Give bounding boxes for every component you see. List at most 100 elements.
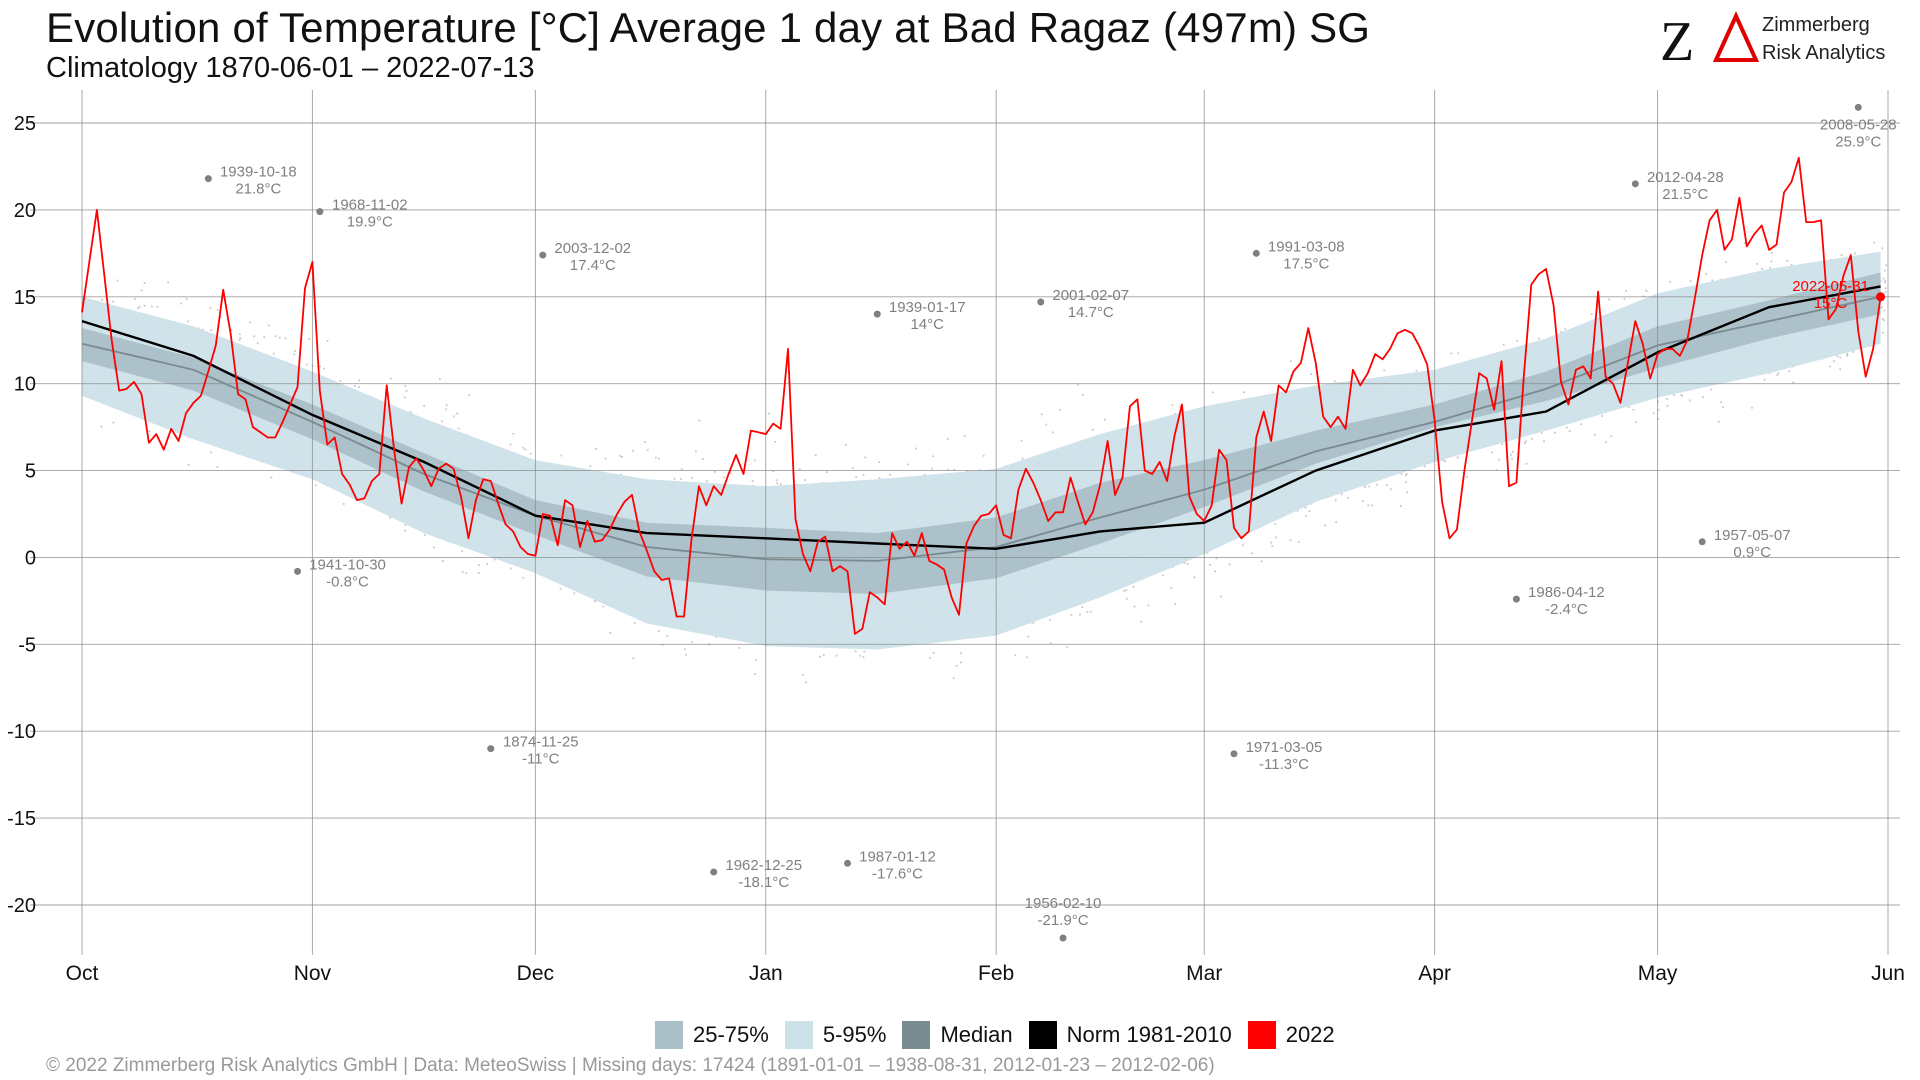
observation-dot [112, 300, 114, 303]
observation-dot [216, 466, 219, 468]
observation-dot [1271, 545, 1274, 547]
observation-dot [1744, 242, 1746, 244]
record-date-label: 2008-05-28 [1820, 116, 1897, 133]
observation-dot [284, 337, 287, 340]
observation-dot [456, 412, 459, 415]
record-point [204, 175, 212, 183]
observation-dot [929, 657, 932, 659]
observation-dot [690, 476, 693, 479]
observation-dot [477, 572, 480, 574]
record-value-label: 14.7°C [1068, 304, 1114, 321]
observation-dot [661, 643, 664, 646]
observation-dot [864, 456, 867, 459]
observation-dot [1786, 260, 1789, 262]
observation-dot [1193, 576, 1196, 579]
observation-dot [1689, 280, 1692, 283]
observation-dot [619, 473, 622, 476]
observation-dot [1840, 254, 1843, 256]
record-date-label: 1956-02-10 [1025, 895, 1102, 912]
observation-dot [1543, 440, 1545, 443]
observation-dot [1066, 646, 1069, 649]
legend-item: 5-95% [784, 1021, 886, 1049]
observation-dot [1763, 378, 1766, 381]
chart-title: Evolution of Temperature [°C] Average 1 … [46, 4, 1371, 51]
observation-dot [932, 455, 935, 458]
record-point [1059, 934, 1067, 942]
observation-dot [1206, 552, 1209, 554]
observation-dot [1601, 415, 1603, 417]
observation-dot [1456, 456, 1459, 459]
observation-dot [1243, 391, 1245, 394]
y-tick-label: 5 [25, 461, 36, 483]
x-tick-label: Mar [1186, 962, 1222, 985]
legend-swatch [902, 1021, 931, 1049]
record-value-label: 21.5°C [1662, 186, 1708, 203]
observation-dot [493, 558, 496, 561]
observation-dot [1090, 610, 1092, 613]
y-tick-label: -20 [7, 895, 36, 917]
record-point [1512, 595, 1520, 603]
observation-dot [143, 304, 146, 307]
observation-dot [441, 560, 444, 562]
observation-dot [862, 656, 865, 659]
observation-dot [403, 396, 406, 399]
observation-dot [1605, 441, 1607, 443]
observation-dot [1070, 613, 1073, 616]
legend: 25-75% 5-95% Median Norm 1981-2010 2022 [655, 1018, 1351, 1052]
series-lines [81, 156, 1882, 635]
observation-dot [272, 352, 275, 355]
observation-dot [1045, 423, 1048, 426]
observation-dot [180, 302, 183, 305]
observation-dot [775, 479, 778, 482]
observation-dot [274, 335, 277, 338]
observation-dot [1839, 368, 1842, 371]
record-date-label: 2003-12-02 [554, 240, 631, 257]
observation-dot [673, 477, 676, 480]
observation-dot [852, 467, 854, 470]
observation-dot [646, 448, 649, 451]
record-value-label: 14°C [910, 316, 944, 333]
observation-dot [1756, 263, 1758, 265]
record-point [1037, 298, 1045, 306]
observation-dot [1884, 281, 1886, 284]
median-line [81, 295, 1881, 562]
observation-dot [1133, 605, 1136, 608]
observation-dot [1371, 504, 1374, 507]
record-date-label: 2001-02-07 [1052, 287, 1129, 304]
observation-dot [112, 421, 115, 424]
observation-dot [238, 333, 241, 336]
observation-dot [1880, 306, 1883, 309]
observation-dot [1466, 475, 1468, 478]
observation-dot [1032, 621, 1035, 624]
observation-dot [1788, 370, 1791, 373]
observation-dot [1304, 506, 1307, 509]
observation-dot [859, 654, 861, 657]
observation-dot [432, 546, 435, 549]
observation-dot [465, 572, 468, 575]
observation-dot [1174, 413, 1177, 415]
observation-dot [1702, 396, 1705, 399]
observation-dot [293, 350, 296, 352]
observation-dot [138, 305, 141, 308]
observation-dot [1082, 393, 1084, 396]
observation-dot [270, 476, 273, 479]
observation-dot [1761, 268, 1763, 270]
observation-dot [822, 653, 825, 656]
observation-dot [1021, 457, 1024, 460]
observation-dot [1183, 562, 1186, 564]
observation-dot [863, 650, 866, 653]
observation-dot [1666, 404, 1669, 407]
observation-dot [116, 279, 119, 282]
observation-dot [509, 567, 512, 570]
observation-dot [342, 503, 345, 505]
observation-dot [683, 648, 686, 651]
record-date-label: 1939-01-17 [889, 299, 966, 316]
observation-dot [1657, 418, 1660, 420]
observation-dot [445, 404, 448, 407]
observation-dot [1710, 388, 1713, 391]
observation-dot [932, 651, 935, 654]
observation-dot [358, 379, 360, 382]
record-date-label: 1962-12-25 [725, 857, 802, 874]
record-date-label: 1991-03-08 [1268, 238, 1345, 255]
observation-dot [1495, 469, 1498, 472]
